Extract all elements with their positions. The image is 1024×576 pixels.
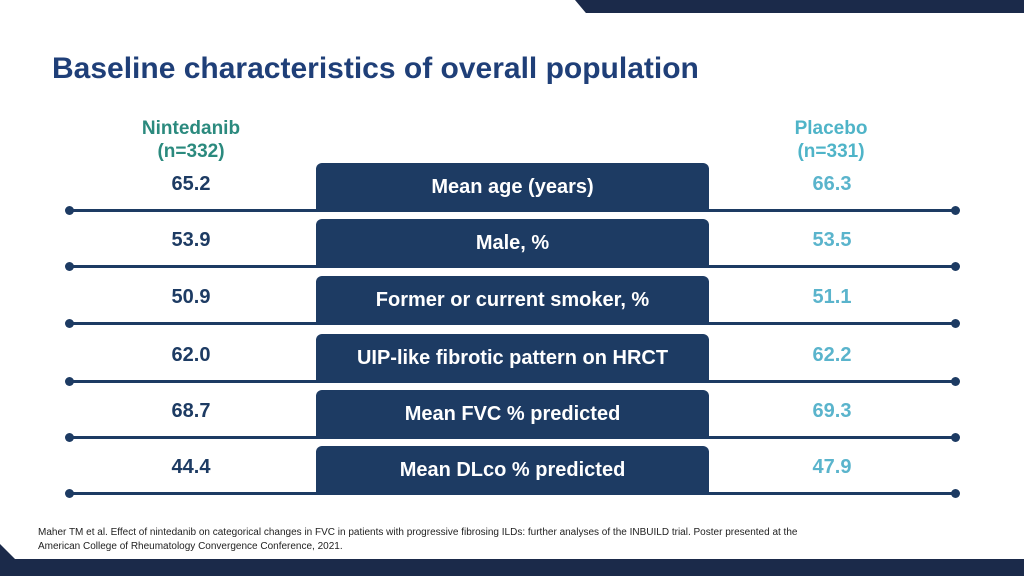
divider-end-dot	[951, 377, 960, 386]
divider-end-dot	[951, 489, 960, 498]
divider-end-dot	[951, 206, 960, 215]
placebo-n: (n=331)	[797, 141, 865, 162]
placebo-label: Placebo	[794, 118, 868, 139]
placebo-value: 66.3	[812, 173, 852, 195]
table-row: 44.4 Mean DLco % predicted 47.9	[0, 446, 1024, 498]
row-divider	[69, 436, 955, 439]
divider-end-dot	[65, 319, 74, 328]
footnote: Maher TM et al. Effect of nintedanib on …	[38, 526, 988, 554]
placebo-column-header: Placebo (n=331)	[756, 117, 906, 163]
placebo-value: 53.5	[812, 229, 852, 251]
placebo-value: 51.1	[812, 286, 852, 308]
divider-end-dot	[951, 433, 960, 442]
placebo-value: 47.9	[812, 456, 852, 478]
divider-end-dot	[65, 262, 74, 271]
placebo-value: 69.3	[812, 400, 852, 422]
divider-end-dot	[65, 489, 74, 498]
row-divider	[69, 492, 955, 495]
nintedanib-value: 50.9	[171, 286, 211, 308]
nintedanib-value: 44.4	[171, 456, 211, 478]
row-label: Mean FVC % predicted	[316, 390, 709, 438]
divider-end-dot	[65, 206, 74, 215]
nintedanib-value: 53.9	[171, 229, 211, 251]
nintedanib-label: Nintedanib	[141, 118, 241, 139]
top-decorative-band	[575, 0, 1024, 13]
footnote-line-2: American College of Rheumatology Converg…	[38, 541, 343, 552]
table-row: 62.0 UIP-like fibrotic pattern on HRCT 6…	[0, 334, 1024, 386]
divider-end-dot	[951, 262, 960, 271]
placebo-value: 62.2	[812, 344, 852, 366]
row-divider	[69, 380, 955, 383]
nintedanib-value: 68.7	[171, 400, 211, 422]
table-row: 53.9 Male, % 53.5	[0, 219, 1024, 271]
row-divider	[69, 265, 955, 268]
page-title: Baseline characteristics of overall popu…	[52, 52, 699, 85]
footnote-line-1: Maher TM et al. Effect of nintedanib on …	[38, 527, 798, 538]
bottom-decorative-bar	[0, 559, 1024, 576]
divider-end-dot	[951, 319, 960, 328]
table-row: 50.9 Former or current smoker, % 51.1	[0, 276, 1024, 328]
divider-end-dot	[65, 433, 74, 442]
row-label: Male, %	[316, 219, 709, 267]
row-label: Mean age (years)	[316, 163, 709, 211]
row-label: UIP-like fibrotic pattern on HRCT	[316, 334, 709, 382]
nintedanib-value: 62.0	[171, 344, 211, 366]
nintedanib-column-header: Nintedanib (n=332)	[116, 117, 266, 163]
nintedanib-value: 65.2	[171, 173, 211, 195]
row-label: Former or current smoker, %	[316, 276, 709, 324]
divider-end-dot	[65, 377, 74, 386]
nintedanib-n: (n=332)	[157, 141, 225, 162]
row-divider	[69, 322, 955, 325]
table-row: 65.2 Mean age (years) 66.3	[0, 163, 1024, 215]
row-label: Mean DLco % predicted	[316, 446, 709, 494]
row-divider	[69, 209, 955, 212]
table-row: 68.7 Mean FVC % predicted 69.3	[0, 390, 1024, 442]
